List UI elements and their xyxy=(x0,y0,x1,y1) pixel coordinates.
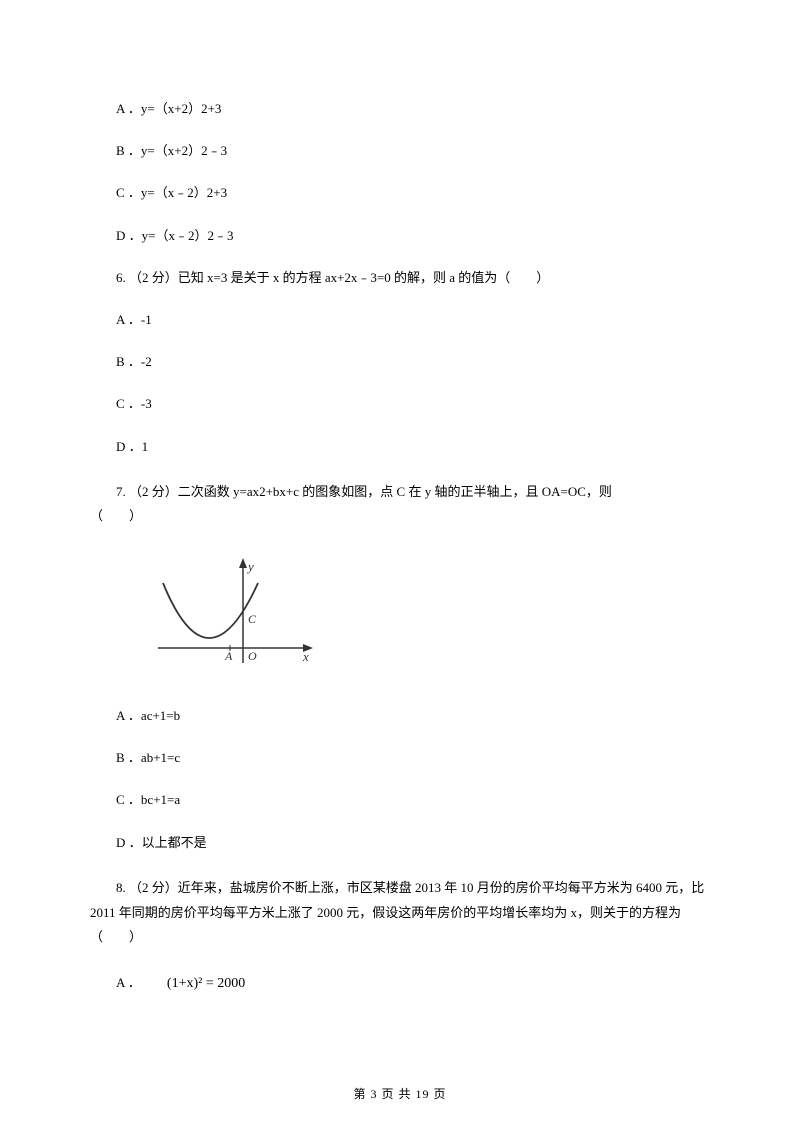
origin-label: O xyxy=(248,649,257,663)
point-c-label: C xyxy=(248,612,257,626)
question-8-stem: 8. （2 分）近年来，盐城房价不断上涨，市区某楼盘 2013 年 10 月份的… xyxy=(90,876,710,950)
option-6a: A ．-1 xyxy=(90,311,710,329)
option-5d: D ．y=（x﹣2）2﹣3 xyxy=(90,227,710,245)
parabola-graph: y x C A O xyxy=(148,553,328,683)
option-5b: B ．y=（x+2）2﹣3 xyxy=(90,142,710,160)
question-7-stem-line1: 7. （2 分）二次函数 y=ax2+bx+c 的图象如图，点 C 在 y 轴的… xyxy=(90,480,710,505)
question-7-stem: 7. （2 分）二次函数 y=ax2+bx+c 的图象如图，点 C 在 y 轴的… xyxy=(90,480,710,529)
option-8a: A ．(1+x)² = 2000 xyxy=(90,974,710,994)
question-7-stem-line2: （ ） xyxy=(90,508,142,523)
option-7c: C ．bc+1=a xyxy=(90,791,710,809)
option-5c: C ．y=（x﹣2）2+3 xyxy=(90,184,710,202)
page-content: A ．y=（x+2）2+3 B ．y=（x+2）2﹣3 C ．y=（x﹣2）2+… xyxy=(0,0,800,1058)
question-6-stem: 6. （2 分）已知 x=3 是关于 x 的方程 ax+2x﹣3=0 的解，则 … xyxy=(90,269,710,287)
option-7d: D ．以上都不是 xyxy=(90,834,710,852)
formula-8a: (1+x)² = 2000 xyxy=(141,974,245,994)
page-footer: 第 3 页 共 19 页 xyxy=(0,1085,800,1102)
option-8a-prefix: A ． xyxy=(116,975,141,990)
point-a-label: A xyxy=(224,649,233,663)
option-7a: A ．ac+1=b xyxy=(90,707,710,725)
x-axis-label: x xyxy=(302,649,309,664)
option-5a: A ．y=（x+2）2+3 xyxy=(90,100,710,118)
option-6b: B ．-2 xyxy=(90,353,710,371)
option-7b: B ．ab+1=c xyxy=(90,749,710,767)
y-axis-label: y xyxy=(246,559,254,574)
option-6c: C ．-3 xyxy=(90,395,710,413)
option-6d: D ．1 xyxy=(90,438,710,456)
